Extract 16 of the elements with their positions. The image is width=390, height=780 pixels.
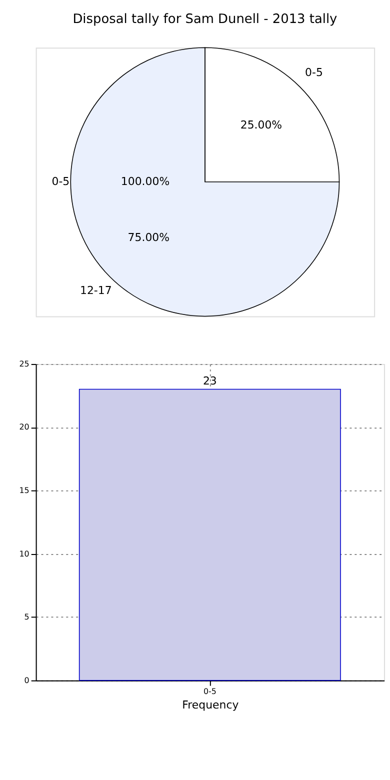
y-tick-label: 20 <box>19 422 30 432</box>
x-axis-title: Frequency <box>182 698 240 712</box>
pie-slice <box>70 47 340 316</box>
slice-label: 0-5 <box>305 66 323 79</box>
y-tick-label: 15 <box>19 486 30 496</box>
chart-title: Disposal tally for Sam Dunell - 2013 tally <box>72 12 338 28</box>
y-tick-label: 0 <box>24 676 30 685</box>
text: 0-5 <box>52 174 70 188</box>
slice-label: 12-17 <box>80 284 112 297</box>
y-tick-label: 10 <box>19 549 30 558</box>
y-tick-label: 25 <box>19 359 30 368</box>
data-label: 23 <box>202 374 217 388</box>
text: 100.00% <box>120 174 170 188</box>
y-tick-label: 5 <box>24 612 30 622</box>
data-label: 25.00% <box>240 118 282 132</box>
data-label: 75.00% <box>128 231 170 244</box>
